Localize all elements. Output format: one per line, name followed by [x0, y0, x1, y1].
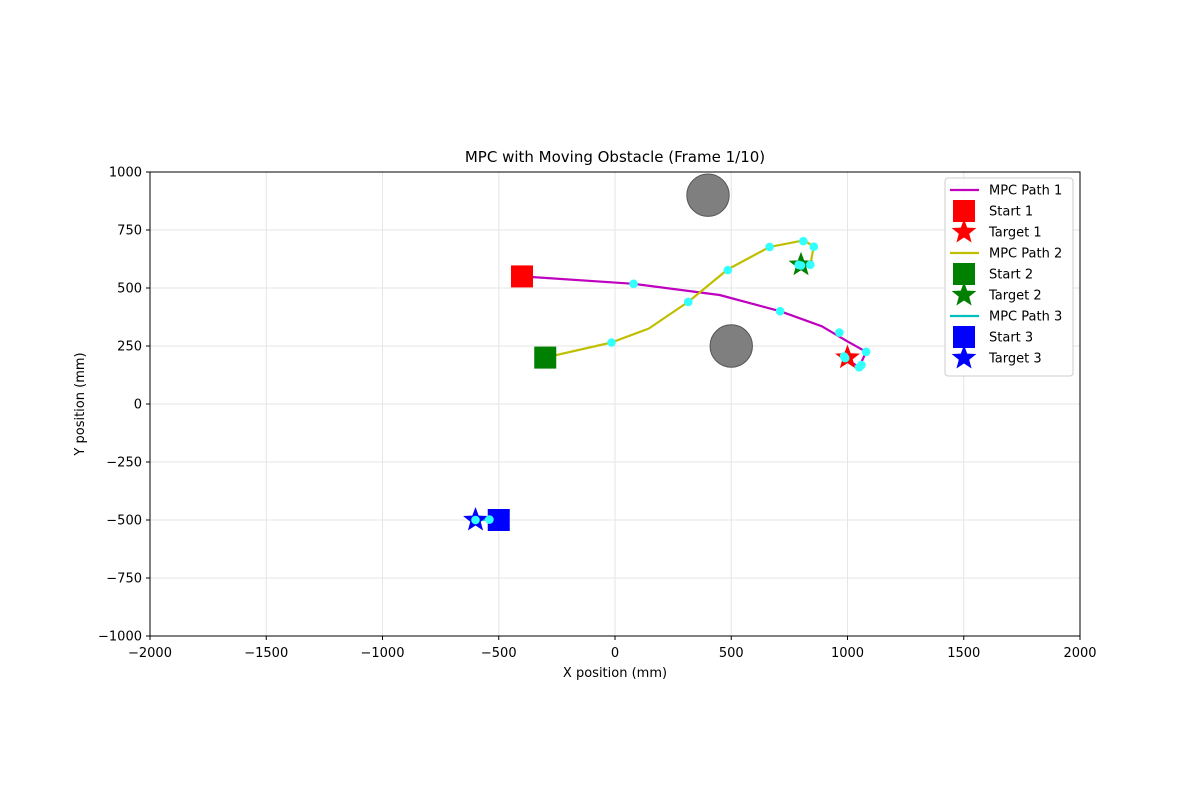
- legend-label: Target 3: [988, 352, 1042, 367]
- waypoint-dot-3: [471, 515, 480, 525]
- y-tick-label: −1000: [98, 630, 142, 645]
- y-tick-label: 500: [117, 282, 142, 297]
- y-tick-label: 250: [117, 340, 142, 355]
- legend-box: [944, 177, 1074, 377]
- x-tick-label: −500: [481, 646, 517, 661]
- legend-label: Target 2: [988, 289, 1042, 304]
- start-target-markers: [463, 251, 860, 531]
- start-marker-3: [487, 509, 510, 531]
- start-marker-2: [534, 346, 557, 369]
- legend-star-swatch: [951, 282, 977, 306]
- legend-label: Target 1: [988, 226, 1042, 241]
- x-tick-label: 1500: [947, 646, 980, 661]
- mpc-path-2: [545, 239, 815, 359]
- legend-label: MPC Path 3: [989, 310, 1062, 325]
- legend-square-swatch: [953, 200, 975, 222]
- obstacles: [686, 173, 753, 368]
- waypoint-dot-2: [683, 297, 693, 307]
- mpc-path-1: [521, 275, 868, 369]
- waypoint-dot-1: [854, 363, 864, 372]
- waypoint-dot-2: [799, 236, 808, 246]
- y-tick-label: 1000: [109, 166, 142, 181]
- waypoint-dot-1: [839, 352, 849, 361]
- x-tick-label: −2000: [128, 646, 172, 661]
- waypoint-dots: [471, 236, 871, 525]
- waypoint-dot-3: [485, 515, 494, 524]
- chart-title: MPC with Moving Obstacle (Frame 1/10): [465, 148, 765, 166]
- x-tick-label: 500: [719, 646, 744, 661]
- x-tick-label: −1500: [244, 646, 288, 661]
- mpc-paths: [475, 239, 868, 522]
- grid-lines: [149, 171, 1081, 637]
- y-tick-label: 750: [117, 224, 142, 239]
- y-axis-ticks: −1000 −750 −500 −250 0 250 500 750 1000: [98, 166, 150, 645]
- legend-star-swatch: [951, 219, 977, 243]
- x-axis-ticks: −2000 −1500 −1000 −500 0 500 1000 1500 2000: [128, 636, 1097, 661]
- y-tick-label: −500: [106, 514, 142, 529]
- waypoint-dot-1: [835, 328, 844, 337]
- y-axis-label: Y position (mm): [73, 352, 88, 456]
- start-marker-1: [511, 265, 533, 288]
- y-tick-label: −250: [106, 456, 142, 471]
- x-tick-label: 1000: [831, 646, 864, 661]
- legend-star-swatch: [951, 345, 977, 369]
- waypoint-dot-2: [794, 260, 803, 270]
- waypoint-dot-1: [775, 306, 785, 316]
- legend-label: Start 1: [989, 205, 1033, 220]
- x-tick-label: 2000: [1063, 646, 1096, 661]
- waypoint-dot-1: [629, 279, 638, 289]
- waypoint-dot-1: [861, 347, 871, 357]
- waypoint-dot-2: [806, 260, 815, 270]
- legend-square-swatch: [953, 263, 975, 285]
- obstacle-circle: [686, 173, 730, 217]
- legend: MPC Path 1 Start 1 Target 1 MPC Path 2 Start…: [944, 177, 1074, 377]
- waypoint-dot-2: [607, 338, 616, 347]
- y-tick-label: −750: [106, 572, 142, 587]
- y-tick-label: 0: [134, 398, 142, 413]
- x-tick-label: −1000: [361, 646, 405, 661]
- waypoint-dot-2: [809, 242, 819, 252]
- x-tick-label: 0: [611, 646, 619, 661]
- waypoint-dot-2: [765, 242, 774, 252]
- legend-label: MPC Path 1: [989, 184, 1062, 199]
- waypoint-dot-2: [723, 265, 733, 275]
- legend-label: Start 2: [989, 268, 1033, 283]
- legend-label: MPC Path 2: [989, 247, 1062, 262]
- x-axis-label: X position (mm): [563, 666, 667, 681]
- legend-label: Start 3: [989, 331, 1033, 346]
- legend-square-swatch: [953, 326, 975, 348]
- obstacle-circle: [709, 324, 753, 368]
